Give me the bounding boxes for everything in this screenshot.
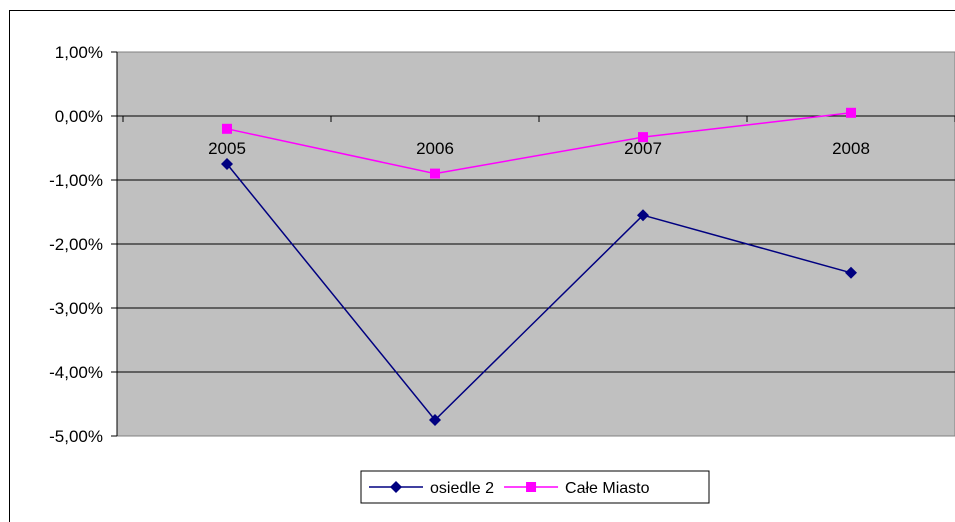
y-tick-label: 0,00% [55, 107, 103, 126]
data-point-marker [526, 482, 537, 492]
y-tick-label: -1,00% [49, 171, 103, 190]
y-tick-label: -2,00% [49, 235, 103, 254]
chart-frame [9, 10, 955, 522]
data-point-marker [222, 123, 232, 134]
data-point-marker [221, 158, 233, 170]
legend: osiedle 2 Całe Miasto [360, 470, 710, 504]
data-point-marker [637, 209, 649, 222]
x-tick-label: 2007 [624, 139, 662, 158]
data-point-marker [846, 107, 856, 118]
series-line [226, 112, 852, 175]
series-group [221, 107, 857, 426]
y-tick-label: 1,00% [55, 43, 103, 62]
series-line [226, 163, 852, 422]
legend-label: Całe Miasto [565, 480, 650, 497]
y-tick-label: -3,00% [49, 299, 103, 318]
data-point-marker [430, 168, 440, 179]
y-axis-tick-labels: 1,00% 0,00% -1,00% -2,00% -3,00% -4,00% -5,00% [49, 43, 117, 446]
x-tick-label: 2005 [208, 139, 246, 158]
data-point-marker [845, 266, 857, 279]
x-axis-tick-labels: 2005 2006 2007 2008 [208, 139, 870, 158]
legend-label: osiedle 2 [430, 480, 494, 497]
y-tick-label: -5,00% [49, 427, 103, 446]
x-tick-label: 2006 [416, 139, 454, 158]
gridlines [116, 52, 955, 436]
y-tick-label: -4,00% [49, 363, 103, 382]
data-point-marker [638, 132, 648, 143]
data-point-marker [390, 481, 402, 493]
data-point-marker [429, 414, 441, 426]
x-tick-label: 2008 [832, 139, 870, 158]
